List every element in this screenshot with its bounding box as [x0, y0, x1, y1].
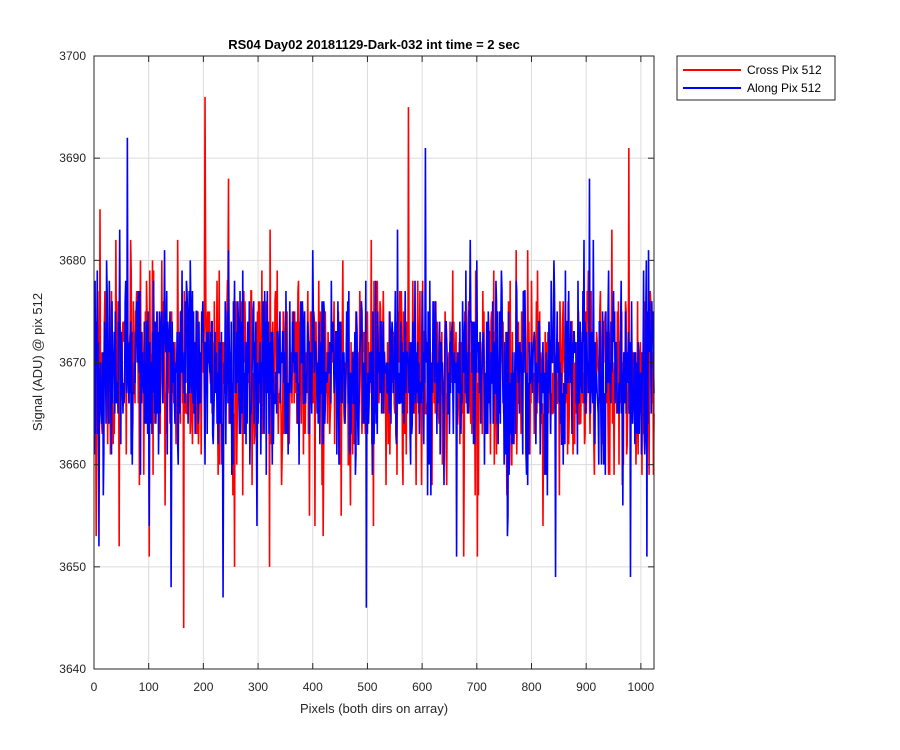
x-tick-label: 0 [91, 680, 98, 694]
x-tick-label: 200 [193, 680, 213, 694]
x-axis-label: Pixels (both dirs on array) [300, 701, 448, 716]
chart-title: RS04 Day02 20181129-Dark-032 int time = … [228, 37, 520, 52]
legend-label-along: Along Pix 512 [747, 81, 821, 95]
x-tick-label: 900 [576, 680, 596, 694]
series-line-along-pix-512 [93, 137, 655, 608]
x-tick-label: 400 [303, 680, 323, 694]
x-tick-label: 1000 [628, 680, 655, 694]
y-tick-label: 3690 [59, 151, 86, 165]
legend-label-cross: Cross Pix 512 [747, 63, 822, 77]
x-tick-label: 100 [139, 680, 159, 694]
legend-box [676, 55, 836, 101]
legend: Cross Pix 512 Along Pix 512 [676, 55, 836, 101]
x-tick-label: 300 [248, 680, 268, 694]
axis-ticks: 0 100 200 300 400 500 600 700 800 900 1000 3640 3650… [59, 49, 654, 694]
y-tick-label: 3660 [59, 458, 86, 472]
x-tick-label: 600 [412, 680, 432, 694]
y-tick-label: 3700 [59, 49, 86, 63]
x-tick-label: 700 [467, 680, 487, 694]
y-tick-label: 3680 [59, 253, 86, 267]
series-layer [93, 96, 655, 629]
y-tick-label: 3670 [59, 356, 86, 370]
x-tick-label: 800 [521, 680, 541, 694]
y-tick-label: 3640 [59, 662, 86, 676]
y-axis-label: Signal (ADU) @ pix 512 [30, 293, 45, 431]
y-tick-label: 3650 [59, 560, 86, 574]
x-tick-label: 500 [357, 680, 377, 694]
